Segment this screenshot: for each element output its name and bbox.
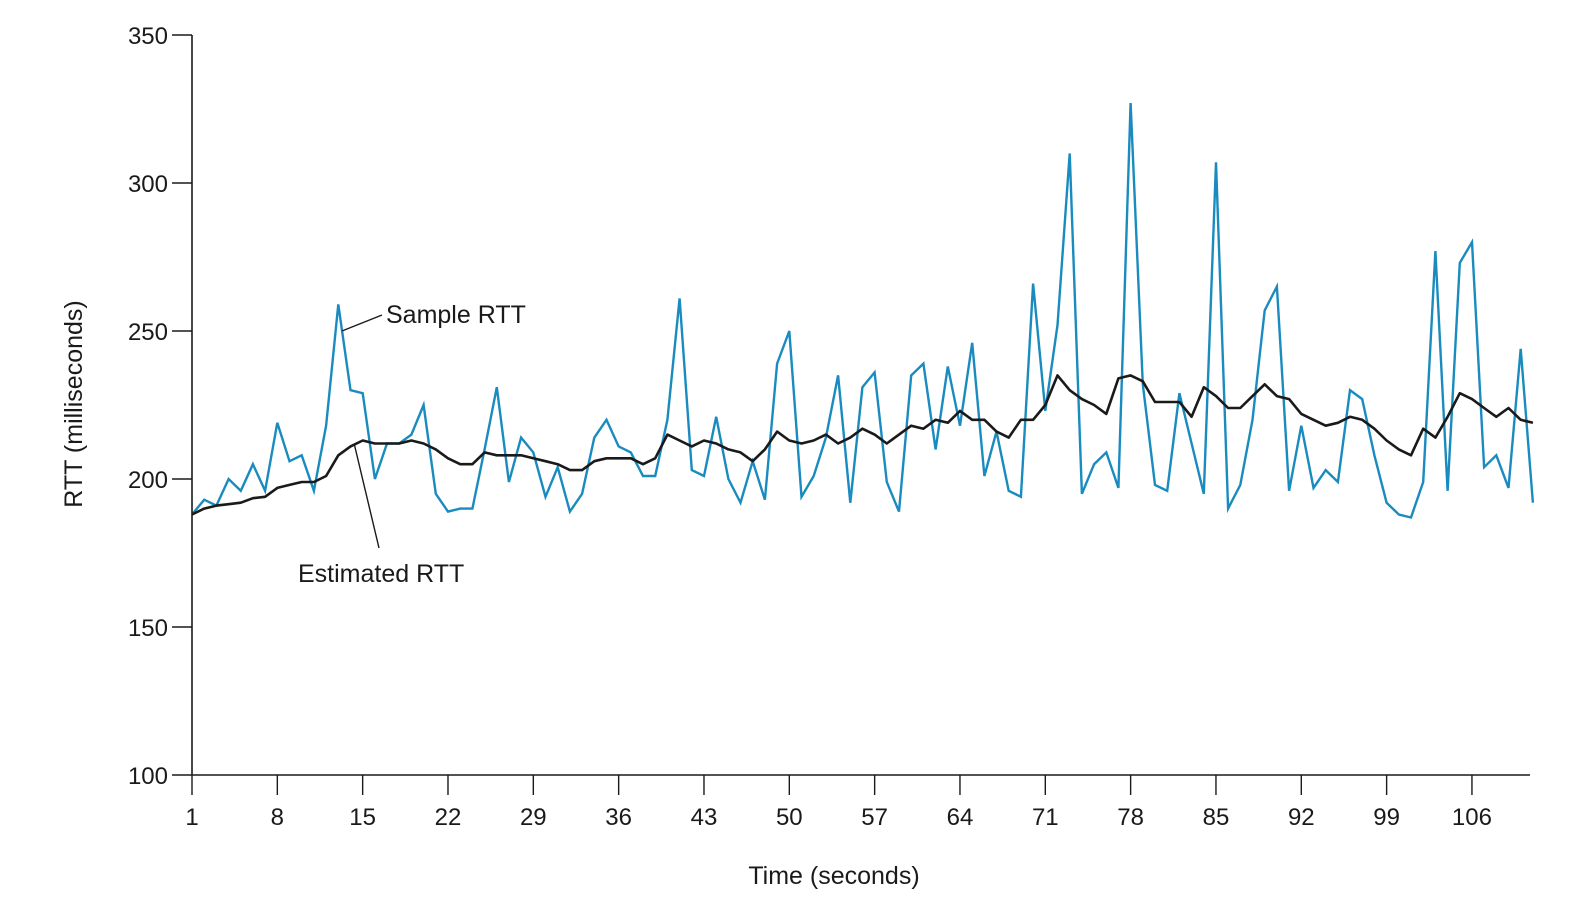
x-tick-label-99: 99 <box>1373 804 1400 831</box>
x-tick-label-15: 15 <box>349 804 376 831</box>
x-tick-label-92: 92 <box>1288 804 1315 831</box>
x-tick-label-71: 71 <box>1032 804 1059 831</box>
sample-rtt-line <box>191 103 1535 519</box>
x-tick-label-64: 64 <box>947 804 974 831</box>
x-tick-label-36: 36 <box>605 804 632 831</box>
estimated-rtt-line <box>191 374 1534 516</box>
y-tick-label-250: 250 <box>128 319 168 346</box>
estimated-rtt-label: Estimated RTT <box>298 560 464 588</box>
x-tick-label-22: 22 <box>435 804 462 831</box>
y-axis-title: RTT (milliseconds) <box>60 300 88 507</box>
plot-area <box>191 103 1535 519</box>
annotations: Sample RTT Estimated RTT <box>298 301 526 588</box>
x-tick-label-8: 8 <box>271 804 284 831</box>
sample-rtt-label: Sample RTT <box>386 301 526 329</box>
estimated-rtt-leader-line <box>353 443 380 549</box>
x-tick-label-106: 106 <box>1452 804 1492 831</box>
sample-rtt-leader-line <box>341 314 383 332</box>
y-tick-label-150: 150 <box>128 615 168 642</box>
y-tick-label-200: 200 <box>128 467 168 494</box>
x-tick-label-29: 29 <box>520 804 547 831</box>
x-tick-label-57: 57 <box>861 804 888 831</box>
y-tick-label-100: 100 <box>128 763 168 790</box>
x-tick-label-43: 43 <box>691 804 718 831</box>
x-tick-label-1: 1 <box>185 804 198 831</box>
y-axis: 100 150 200 250 300 350 <box>128 23 193 790</box>
x-tick-label-85: 85 <box>1203 804 1230 831</box>
x-tick-label-78: 78 <box>1117 804 1144 831</box>
y-tick-label-300: 300 <box>128 171 168 198</box>
x-tick-label-50: 50 <box>776 804 803 831</box>
x-axis-title: Time (seconds) <box>748 862 919 890</box>
y-tick-label-350: 350 <box>128 23 168 50</box>
x-axis: 1 8 15 22 29 36 43 50 57 64 71 78 85 92 99 106 <box>185 774 1530 831</box>
